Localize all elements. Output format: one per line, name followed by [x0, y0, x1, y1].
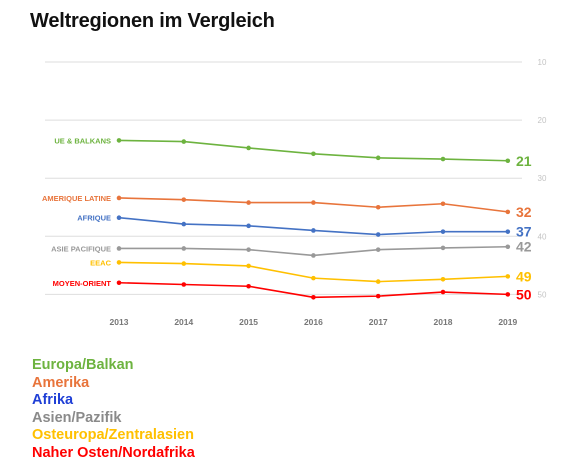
data-point-moyen-orient — [246, 283, 251, 289]
data-point-asie-pacifique — [440, 245, 446, 251]
data-point-amerique-latine — [311, 200, 316, 205]
data-point-asie-pacifique — [375, 247, 381, 252]
data-point-amerique-latine — [181, 197, 187, 202]
data-point-eeac — [116, 260, 122, 265]
legend-item: Osteuropa/Zentralasien — [32, 427, 194, 443]
data-point-afrique — [246, 223, 251, 229]
series-line-amerique-latine — [118, 197, 508, 213]
legend-item: Asien/Pazifik — [32, 409, 122, 426]
data-point-ue-balkans — [375, 155, 381, 161]
end-label-afrique: 37 — [516, 224, 532, 240]
y-tick-label: 30 — [538, 174, 547, 183]
chart-title: Weltregionen im Vergleich — [30, 10, 275, 32]
data-point-ue-balkans — [246, 145, 251, 151]
x-tick-label: 2017 — [369, 317, 388, 327]
data-point-ue-balkans — [311, 151, 316, 157]
y-tick-label: 20 — [538, 116, 547, 125]
legend-item: Afrika — [32, 392, 74, 408]
data-point-ue-balkans — [505, 158, 511, 164]
series-label-afrique: AFRIQUE — [77, 214, 111, 223]
series-label-moyen-orient: MOYEN-ORIENT — [53, 279, 112, 288]
end-label-moyen-orient: 50 — [516, 286, 532, 302]
data-point-amerique-latine — [505, 209, 511, 215]
data-point-amerique-latine — [375, 204, 381, 210]
data-point-eeac — [440, 276, 446, 282]
x-tick-label: 2019 — [498, 317, 517, 327]
y-tick-label: 10 — [538, 58, 547, 67]
data-point-afrique — [311, 228, 316, 233]
legend-item: Europa/Balkan — [32, 357, 134, 373]
data-point-asie-pacifique — [116, 246, 122, 251]
data-point-amerique-latine — [116, 195, 122, 201]
data-point-ue-balkans — [181, 139, 187, 144]
data-point-eeac — [375, 279, 381, 284]
x-tick-label: 2013 — [110, 317, 129, 327]
data-point-amerique-latine — [440, 201, 446, 207]
x-tick-label: 2018 — [434, 317, 453, 327]
line-chart: 10 20 30 40 50 2013 2014 2015 2016 2017 2018 2019 U… — [42, 58, 547, 327]
end-label-eeac: 49 — [516, 268, 532, 284]
data-point-afrique — [375, 232, 381, 237]
data-point-moyen-orient — [116, 280, 122, 286]
data-point-moyen-orient — [375, 293, 381, 299]
y-tick-label: 40 — [538, 232, 547, 241]
data-point-eeac — [311, 275, 316, 281]
data-point-moyen-orient — [440, 289, 446, 295]
legend-item: Naher Osten/Nordafrika — [32, 444, 195, 461]
series-label-eeac: EEAC — [90, 258, 111, 267]
data-point-afrique — [181, 221, 187, 227]
data-point-moyen-orient — [505, 292, 511, 297]
data-point-asie-pacifique — [311, 253, 316, 258]
data-point-asie-pacifique — [246, 247, 251, 252]
x-tick-label: 2014 — [174, 317, 193, 327]
data-point-ue-balkans — [116, 138, 122, 143]
y-tick-label: 50 — [538, 290, 547, 299]
data-point-afrique — [505, 229, 511, 234]
end-label-ue-balkans: 21 — [516, 153, 532, 169]
data-point-asie-pacifique — [505, 244, 511, 250]
legend-item: Amerika — [32, 374, 90, 391]
data-point-afrique — [440, 229, 446, 234]
x-tick-label: 2016 — [304, 317, 323, 327]
data-point-eeac — [505, 274, 511, 279]
series-label-amerique-latine: AMERIQUE LATINE — [42, 194, 111, 203]
data-point-eeac — [246, 263, 251, 269]
data-point-ue-balkans — [440, 156, 446, 162]
end-label-amerique-latine: 32 — [516, 204, 532, 220]
data-point-afrique — [116, 215, 122, 220]
data-point-moyen-orient — [311, 294, 316, 300]
data-point-eeac — [181, 261, 187, 266]
series-label-ue-balkans: UE & BALKANS — [54, 136, 111, 145]
end-label-asie-pacifique: 42 — [516, 239, 532, 255]
legend: Europa/Balkan Amerika Afrika Asien/Pazifik O… — [32, 357, 195, 462]
x-tick-label: 2015 — [239, 317, 258, 327]
data-point-amerique-latine — [246, 200, 251, 205]
series-line-ue-balkans — [118, 139, 508, 162]
series-label-asie-pacifique: ASIE PACIFIQUE — [51, 244, 111, 253]
data-point-moyen-orient — [181, 282, 187, 287]
data-point-asie-pacifique — [181, 246, 187, 251]
